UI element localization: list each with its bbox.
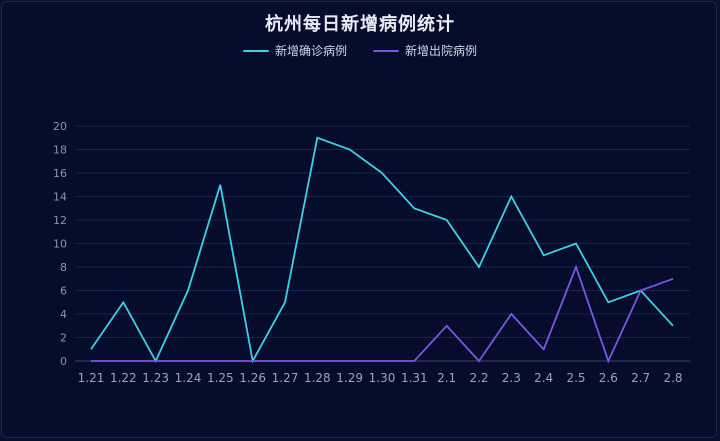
x-tick-label: 1.22 — [110, 371, 137, 385]
y-tick-label: 20 — [53, 120, 67, 133]
legend-item-confirmed[interactable]: 新增确诊病例 — [242, 42, 347, 59]
x-tick-label: 1.28 — [304, 371, 331, 385]
grid-lines — [75, 125, 690, 362]
series-line-1 — [91, 264, 674, 364]
y-tick-label: 14 — [53, 191, 67, 204]
x-tick-label: 1.21 — [78, 371, 105, 385]
x-tick-label: 1.29 — [336, 371, 363, 385]
x-tick-label: 2.2 — [469, 371, 488, 385]
x-tick-label: 1.23 — [142, 371, 169, 385]
y-tick-label: 8 — [60, 261, 67, 274]
x-tick-label: 2.7 — [631, 371, 650, 385]
chart-title: 杭州每日新增病例统计 — [265, 14, 455, 35]
y-tick-label: 18 — [53, 144, 67, 157]
x-tick-label: 1.25 — [207, 371, 234, 385]
y-tick-label: 2 — [60, 332, 67, 345]
legend-swatch-confirmed — [242, 49, 269, 52]
x-tick-label: 2.5 — [566, 371, 585, 385]
y-tick-label: 10 — [53, 238, 67, 251]
x-tick-label: 2.6 — [599, 371, 618, 385]
x-tick-label: 2.3 — [502, 371, 521, 385]
x-tick-label: 1.27 — [272, 371, 299, 385]
x-tick-label: 1.24 — [175, 371, 202, 385]
x-tick-label: 2.8 — [663, 371, 682, 385]
x-tick-label: 2.4 — [534, 371, 553, 385]
x-tick-label: 2.1 — [437, 371, 456, 385]
series-lines — [90, 136, 674, 364]
legend-swatch-discharged — [373, 49, 399, 52]
chart-legend: 新增确诊病例 新增出院病例 — [0, 42, 720, 59]
x-tick-label: 1.31 — [401, 371, 428, 385]
y-tick-label: 16 — [53, 167, 67, 180]
x-axis-ticks: 1.21 1.22 1.23 1.24 1.25 1.26 1.27 1.28 1.29 1.30… — [78, 371, 683, 385]
series-line-0 — [90, 136, 674, 364]
y-tick-label: 6 — [60, 285, 67, 298]
y-tick-label: 0 — [60, 355, 67, 368]
x-tick-label: 1.30 — [369, 371, 396, 385]
y-axis-ticks: 0 2 4 6 8 10 12 14 16 18 20 — [53, 120, 67, 368]
y-tick-label: 12 — [53, 214, 67, 227]
legend-item-discharged[interactable]: 新增出院病例 — [373, 42, 477, 59]
legend-label-discharged: 新增出院病例 — [405, 44, 478, 58]
y-tick-label: 4 — [60, 308, 67, 321]
x-tick-label: 1.26 — [239, 371, 266, 385]
legend-label-confirmed: 新增确诊病例 — [274, 44, 347, 58]
